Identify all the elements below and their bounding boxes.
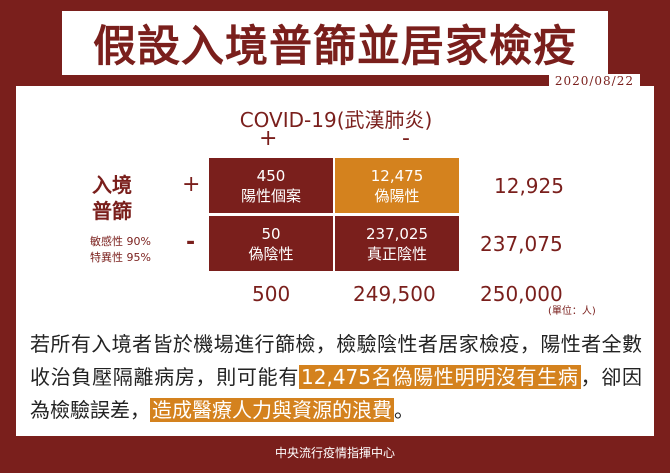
sensitivity-label: 敏感性 90% (90, 235, 151, 248)
paragraph-text-3: 。 (394, 398, 414, 422)
column-header: COVID-19(武漢肺炎) (239, 108, 433, 132)
date-label: 2020/08/22 (548, 74, 640, 88)
page-title: 假設入境普篩並居家檢疫 (93, 22, 577, 72)
row-header: 入境 普篩 (92, 172, 132, 224)
column-total-negative: 249,500 (353, 282, 436, 306)
false-positive-cell: 12,475 偽陽性 (335, 158, 459, 213)
row-header-line1: 入境 (92, 173, 132, 197)
true-positive-cell: 450 陽性個案 (209, 158, 333, 213)
column-total-positive: 500 (252, 282, 291, 306)
row-total-negative: 237,075 (480, 232, 563, 256)
false-negative-cell: 50 偽陰性 (209, 216, 333, 271)
true-positive-label: 陽性個案 (240, 186, 301, 205)
true-negative-cell: 237,025 真正陰性 (335, 216, 459, 271)
row-header-line2: 普篩 (92, 199, 132, 223)
paragraph-highlight-2: 造成醫療人力與資源的浪費 (150, 398, 394, 422)
paragraph-text-2: ，卻因為檢驗誤差， (30, 365, 643, 422)
test-metrics: 敏感性 90% 特異性 95% (90, 234, 151, 266)
content-card: 2020/08/22 COVID-19(武漢肺炎) + - 入境 普篩 敏感性 … (16, 74, 654, 436)
column-minus-label: - (402, 126, 410, 151)
column-plus-label: + (259, 126, 278, 151)
explanation-paragraph: 若所有入境者皆於機場進行篩檢，檢驗陰性者居家檢疫，陽性者全數收治負壓隔離病房，則… (30, 328, 642, 427)
footer-band: 中央流行疫情指揮中心 (0, 436, 670, 473)
row-minus-label: - (186, 230, 196, 255)
true-positive-value: 450 (256, 166, 286, 185)
row-total-positive: 12,925 (494, 174, 564, 198)
grand-total: 250,000 (480, 282, 563, 306)
paragraph-highlight-1: 12,475名偽陽性明明沒有生病 (299, 365, 581, 389)
paragraph-text-1: 若所有入境者皆於機場進行篩檢，檢驗陰性者居家檢疫，陽性者全數收治負壓隔離病房，則… (30, 332, 642, 389)
row-plus-label: + (182, 172, 201, 197)
false-negative-value: 50 (261, 224, 281, 243)
title-box: 假設入境普篩並居家檢疫 (62, 11, 608, 75)
header-band: 假設入境普篩並居家檢疫 (0, 0, 670, 86)
true-negative-value: 237,025 (365, 224, 429, 243)
unit-label: (單位：人) (548, 306, 596, 317)
false-positive-label: 偽陽性 (374, 186, 420, 205)
footer-org-name: 中央流行疫情指揮中心 (274, 446, 395, 460)
false-positive-value: 12,475 (370, 166, 424, 185)
specificity-label: 特異性 95% (90, 251, 151, 264)
false-negative-label: 偽陰性 (248, 244, 294, 263)
true-negative-label: 真正陰性 (366, 244, 427, 263)
